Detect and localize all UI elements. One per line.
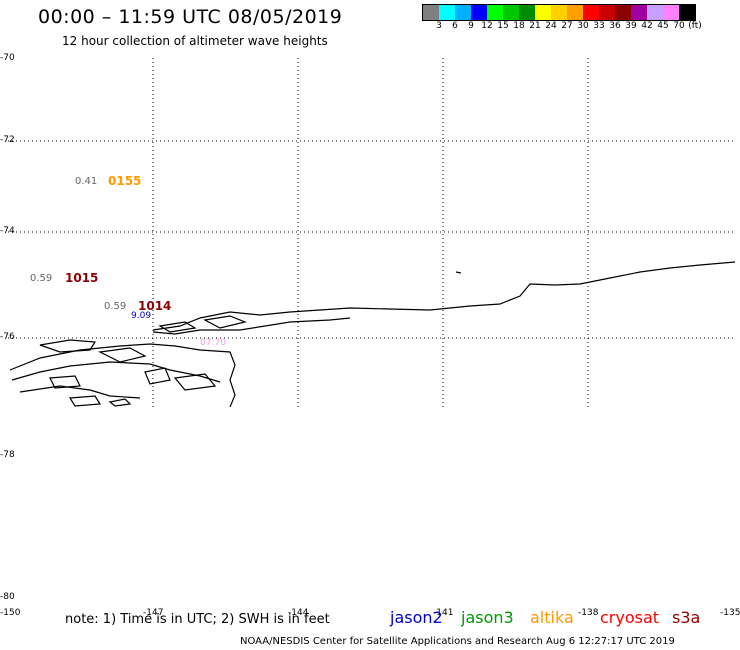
legend-swatch xyxy=(567,5,583,20)
y-tick-label: -76 xyxy=(0,332,15,342)
minor-label: 07:70 xyxy=(200,338,226,348)
x-tick-label: -144 xyxy=(288,608,309,618)
legend-swatch xyxy=(631,5,647,20)
legend-swatch xyxy=(471,5,487,20)
obs-value: 0.59 xyxy=(30,273,53,284)
legend-label: 36 xyxy=(609,21,621,31)
legend-swatch xyxy=(583,5,599,20)
legend-swatch xyxy=(679,5,695,20)
note-text: note: 1) Time is in UTC; 2) SWH is in fe… xyxy=(65,612,330,627)
legend-swatch xyxy=(663,5,679,20)
minor-label: 9.09 xyxy=(131,311,152,321)
x-tick-label: -150 xyxy=(0,608,21,618)
legend-swatch xyxy=(439,5,455,20)
legend-label: 70 xyxy=(673,21,685,31)
legend-label: 12 xyxy=(481,21,493,31)
y-tick-label: -78 xyxy=(0,450,15,460)
legend-label: 3 xyxy=(436,21,442,31)
legend-swatch xyxy=(455,5,471,20)
legend-label: (ft) xyxy=(688,21,702,31)
legend-swatch xyxy=(599,5,615,20)
legend-label: 18 xyxy=(513,21,525,31)
y-tick-label: -80 xyxy=(0,592,15,602)
legend-swatch xyxy=(519,5,535,20)
legend-swatch xyxy=(535,5,551,20)
legend-label: 30 xyxy=(577,21,589,31)
legend-swatch xyxy=(615,5,631,20)
map-subtitle: 12 hour collection of altimeter wave hei… xyxy=(62,34,328,48)
legend-label: 6 xyxy=(452,21,458,31)
legend-swatch xyxy=(423,5,439,20)
legend-swatch xyxy=(551,5,567,20)
legend-swatch xyxy=(503,5,519,20)
legend-label: 21 xyxy=(529,21,541,31)
satellite-altika: altika xyxy=(530,608,574,627)
obs-time: 1015 xyxy=(65,271,99,285)
legend-swatch xyxy=(647,5,663,20)
legend-label: 15 xyxy=(497,21,509,31)
legend-label: 24 xyxy=(545,21,557,31)
legend-label: 9 xyxy=(468,21,474,31)
x-tick-label: -135 xyxy=(720,608,740,618)
legend-swatch xyxy=(487,5,503,20)
footer-credit: NOAA/NESDIS Center for Satellite Applica… xyxy=(240,636,675,647)
x-tick-label: -138 xyxy=(578,608,599,618)
satellite-s3a: s3a xyxy=(672,608,701,627)
color-legend xyxy=(422,4,696,21)
map-title: 00:00 – 11:59 UTC 08/05/2019 xyxy=(38,6,343,28)
legend-label: 42 xyxy=(641,21,653,31)
satellite-jason2: jason2 xyxy=(390,608,443,627)
obs-time: 1014 xyxy=(138,299,172,313)
legend-label: 39 xyxy=(625,21,637,31)
obs-time: 0155 xyxy=(108,174,142,188)
legend-label: 27 xyxy=(561,21,573,31)
y-tick-label: -72 xyxy=(0,135,15,145)
satellite-jason3: jason3 xyxy=(461,608,514,627)
obs-value: 0.41 xyxy=(75,176,98,187)
coastline xyxy=(9,261,736,408)
x-tick-label: -141 xyxy=(433,608,454,618)
graticule xyxy=(8,58,735,408)
legend-label: 45 xyxy=(657,21,669,31)
satellite-cryosat: cryosat xyxy=(600,608,660,627)
obs-value: 0.59 xyxy=(104,301,127,312)
legend-label: 33 xyxy=(593,21,605,31)
y-tick-label: -70 xyxy=(0,53,15,63)
x-tick-label: -147 xyxy=(143,608,164,618)
y-tick-label: -74 xyxy=(0,226,15,236)
